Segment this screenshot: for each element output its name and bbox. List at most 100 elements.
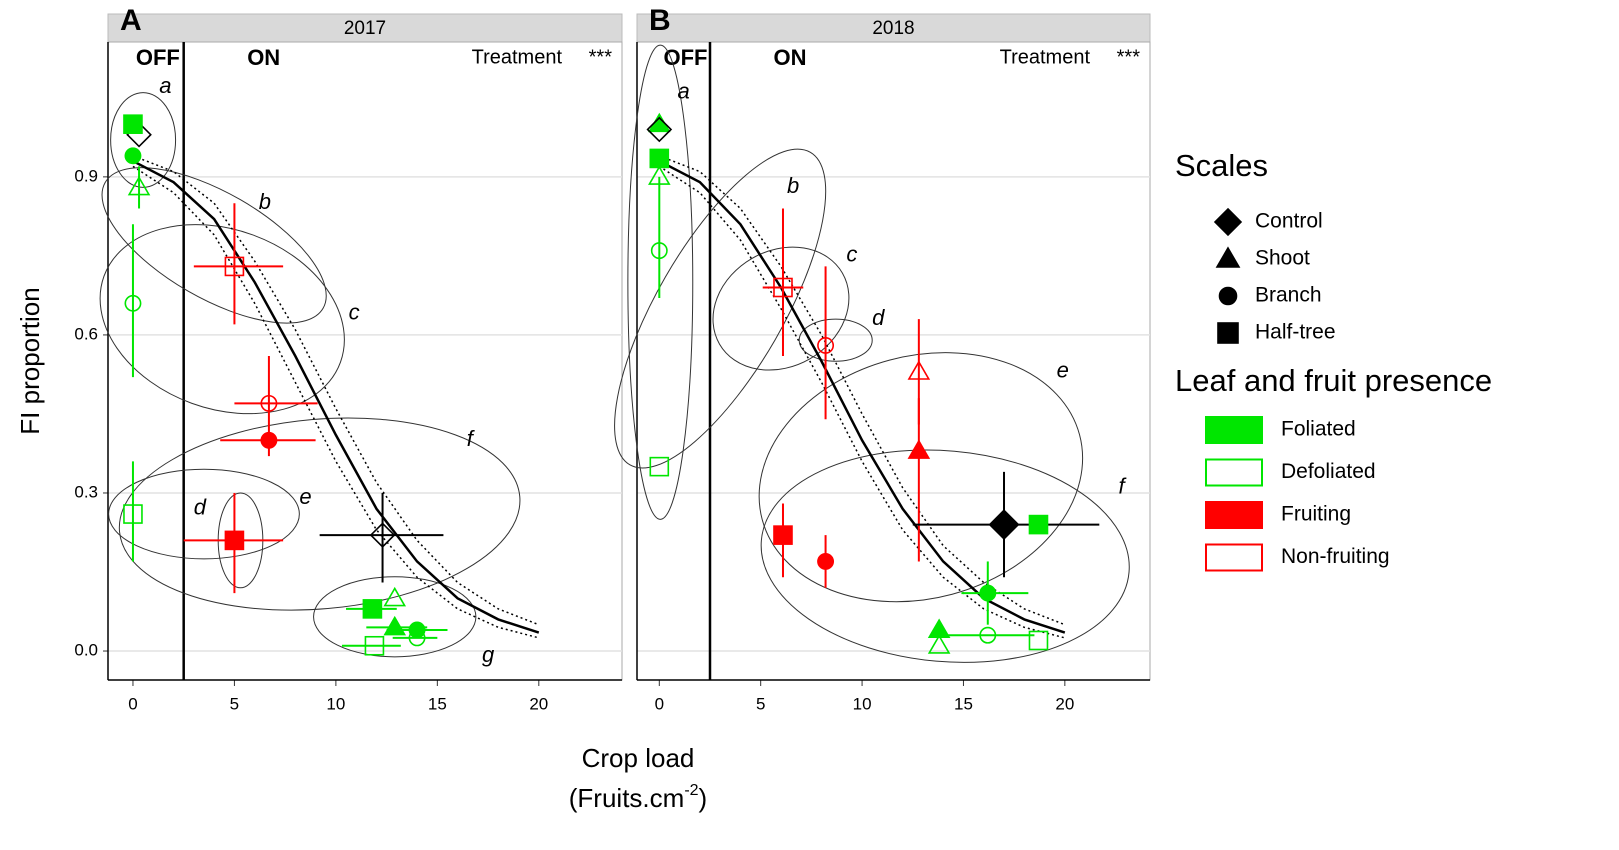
strip <box>636 13 1151 43</box>
x-tick-label: 15 <box>428 694 447 713</box>
point <box>124 294 142 312</box>
point <box>260 431 278 449</box>
point <box>646 116 673 143</box>
point <box>408 629 426 647</box>
legend-swatch <box>1205 458 1263 487</box>
group-label: c <box>349 300 360 325</box>
unit: (Fruits.cm <box>569 783 685 813</box>
fit-ci-upper <box>659 155 1066 626</box>
x-axis-label: Crop load <box>582 743 695 773</box>
point <box>650 242 668 260</box>
group-label: a <box>159 73 171 98</box>
legend-swatch <box>1205 501 1263 529</box>
y-tick-label: 0.9 <box>74 166 98 185</box>
panel-background <box>107 41 623 681</box>
x-tick-label: 20 <box>1055 694 1074 713</box>
point <box>1028 630 1049 651</box>
legend-label: Non-fruiting <box>1281 545 1390 568</box>
point <box>773 277 793 298</box>
point <box>773 525 793 545</box>
point <box>369 522 396 548</box>
on-label: ON <box>247 45 280 70</box>
group-label: d <box>872 305 885 330</box>
legend-title: Leaf and fruit presence <box>1175 363 1492 398</box>
legend-label: Branch <box>1255 284 1322 307</box>
point <box>979 626 997 644</box>
group-label: g <box>482 642 495 667</box>
legend-symbol <box>1213 207 1243 237</box>
point <box>224 256 245 277</box>
group-ellipse <box>313 576 477 658</box>
point <box>123 504 143 524</box>
legend-title: Scales <box>1175 148 1268 183</box>
strip-label: 2018 <box>872 18 914 39</box>
legend-label: Fruiting <box>1281 503 1351 526</box>
point <box>817 553 835 570</box>
group-ellipse <box>627 44 694 520</box>
group-ellipse <box>760 449 1130 663</box>
group-ellipse <box>108 468 300 560</box>
panel-background <box>636 41 1151 681</box>
fit-line <box>132 159 540 634</box>
fit-ci-lower <box>658 165 1066 639</box>
y-tick-label: 0.6 <box>74 324 98 343</box>
point <box>1028 514 1049 535</box>
point <box>224 530 245 551</box>
legend-label: Defoliated <box>1281 460 1376 483</box>
x-axis-unit: (Fruits.cm-2) <box>569 782 707 813</box>
point <box>927 634 951 654</box>
legend-symbol <box>1215 246 1241 268</box>
y-tick-label: 0.0 <box>74 641 98 660</box>
group-ellipse <box>101 167 327 324</box>
unit-end: ) <box>699 783 708 813</box>
group-ellipse <box>798 318 873 362</box>
strip <box>107 13 623 43</box>
point <box>907 439 931 459</box>
test-label: Treatment <box>472 46 563 68</box>
x-tick-label: 20 <box>529 694 548 713</box>
legend-label: Half-tree <box>1255 321 1336 344</box>
legend-swatch <box>1205 543 1263 572</box>
legend-label: Control <box>1255 210 1323 233</box>
point <box>817 337 835 354</box>
point <box>364 635 385 656</box>
group-ellipse <box>110 92 177 188</box>
fit-line <box>658 159 1066 634</box>
x-tick-label: 10 <box>326 694 345 713</box>
legend-swatch <box>1205 416 1263 444</box>
x-tick-label: 5 <box>756 694 765 713</box>
group-label: d <box>194 495 207 520</box>
point <box>362 599 383 619</box>
group-label: a <box>678 78 690 103</box>
significance: *** <box>1117 46 1141 68</box>
x-tick-label: 0 <box>128 694 137 713</box>
point <box>383 586 407 607</box>
group-label: f <box>1119 474 1128 499</box>
off-label: OFF <box>136 45 180 70</box>
group-ellipse <box>99 224 345 415</box>
group-label: c <box>846 242 857 267</box>
point <box>649 456 670 477</box>
strip-label: 2017 <box>344 18 386 39</box>
legend-symbol <box>1218 286 1238 306</box>
point <box>988 509 1020 541</box>
x-tick-label: 5 <box>230 694 239 713</box>
legend-symbol <box>1217 322 1239 344</box>
panel-letter: A <box>120 4 142 37</box>
test-label: Treatment <box>1000 46 1091 68</box>
point <box>979 584 997 602</box>
x-tick-label: 0 <box>655 694 664 713</box>
group-ellipse <box>118 417 521 611</box>
group-ellipse <box>712 246 850 371</box>
group-label: b <box>787 173 799 198</box>
group-label: e <box>1057 358 1069 383</box>
point <box>127 175 151 196</box>
point <box>383 615 407 636</box>
group-ellipse <box>758 352 1084 603</box>
x-tick-label: 10 <box>853 694 872 713</box>
legend-label: Shoot <box>1255 247 1310 270</box>
group-label: f <box>467 426 476 451</box>
point <box>124 147 142 165</box>
point <box>648 165 671 185</box>
